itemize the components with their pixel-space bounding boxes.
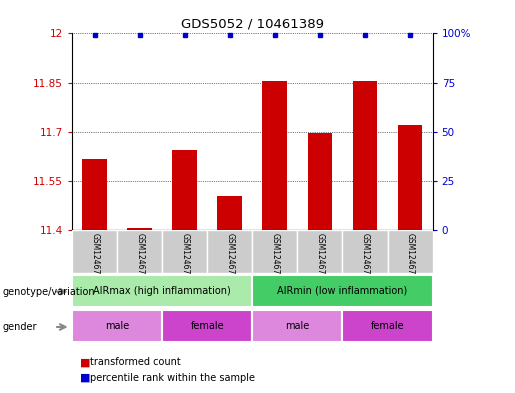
Bar [162, 230, 207, 273]
Bar [252, 275, 433, 307]
Text: male: male [105, 321, 129, 331]
Bar [173, 150, 197, 230]
Bar [72, 230, 117, 273]
Bar [72, 275, 252, 307]
Text: percentile rank within the sample: percentile rank within the sample [90, 373, 255, 383]
Text: GSM1246749: GSM1246749 [406, 233, 415, 285]
Bar [353, 81, 377, 230]
Bar [162, 310, 252, 342]
Bar [297, 230, 342, 273]
Text: GSM1246738: GSM1246738 [90, 233, 99, 285]
Bar [263, 81, 287, 230]
Bar [342, 310, 433, 342]
Bar [398, 125, 422, 230]
Bar [387, 230, 433, 273]
Bar [252, 310, 342, 342]
Text: AIRmin (low inflammation): AIRmin (low inflammation) [278, 286, 407, 296]
Bar [117, 230, 162, 273]
Text: female: female [371, 321, 404, 331]
Bar [342, 230, 387, 273]
Text: ■: ■ [80, 357, 90, 367]
Bar [72, 310, 162, 342]
Text: transformed count: transformed count [90, 357, 181, 367]
Text: GSM1246746: GSM1246746 [270, 233, 279, 285]
Bar [82, 160, 107, 230]
Text: GSM1246739: GSM1246739 [135, 233, 144, 285]
Bar [252, 230, 297, 273]
Text: gender: gender [3, 322, 37, 332]
Text: AIRmax (high inflammation): AIRmax (high inflammation) [93, 286, 231, 296]
Text: ■: ■ [80, 373, 90, 383]
Text: GSM1246740: GSM1246740 [180, 233, 189, 285]
Text: genotype/variation: genotype/variation [3, 286, 95, 297]
Text: female: female [191, 321, 224, 331]
Bar [127, 228, 152, 230]
Bar [207, 230, 252, 273]
Bar [307, 133, 332, 230]
Title: GDS5052 / 10461389: GDS5052 / 10461389 [181, 18, 324, 31]
Text: male: male [285, 321, 310, 331]
Text: GSM1246741: GSM1246741 [226, 233, 234, 285]
Text: GSM1246748: GSM1246748 [360, 233, 369, 285]
Text: GSM1246747: GSM1246747 [316, 233, 324, 285]
Bar [217, 196, 242, 230]
